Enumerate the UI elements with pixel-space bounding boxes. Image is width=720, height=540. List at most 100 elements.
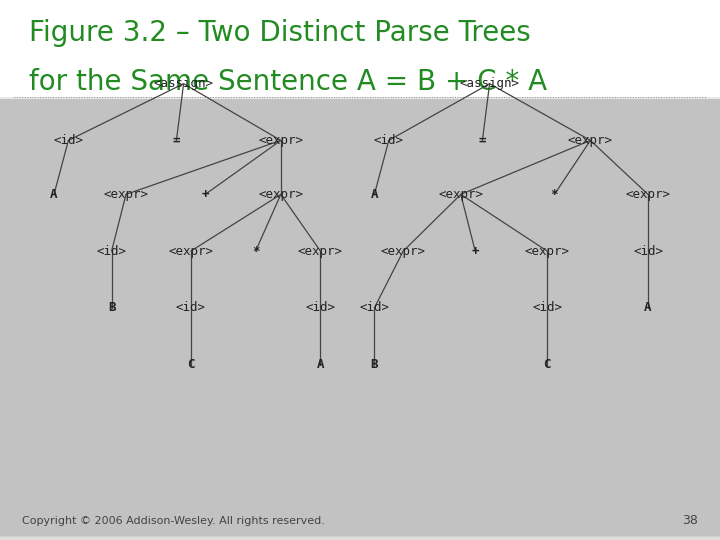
Bar (0, 361, 720, 537)
Bar (0, 343, 720, 537)
Text: Figure 3.2 – Two Distinct Parse Trees: Figure 3.2 – Two Distinct Parse Trees (29, 19, 531, 47)
Bar (0, 161, 720, 536)
Bar (0, 396, 720, 537)
Bar (0, 137, 720, 536)
Bar (0, 471, 720, 537)
Bar (0, 228, 720, 536)
Bar (0, 212, 720, 536)
Bar (0, 498, 720, 538)
Bar (0, 502, 720, 538)
Bar (0, 423, 720, 537)
Bar (0, 210, 720, 536)
Bar (0, 279, 720, 536)
Text: <expr>: <expr> (258, 188, 303, 201)
Bar (0, 369, 720, 537)
Bar (0, 465, 720, 537)
Bar (0, 141, 720, 536)
Text: A: A (50, 188, 58, 201)
Bar (0, 99, 720, 536)
Bar (0, 365, 720, 537)
Bar (0, 427, 720, 537)
Bar (0, 146, 720, 536)
Bar (0, 263, 720, 536)
Text: *: * (252, 245, 259, 258)
Bar (0, 522, 720, 538)
Bar (0, 520, 720, 538)
Bar (0, 206, 720, 536)
Bar (0, 294, 720, 537)
Bar (0, 372, 720, 537)
Bar (0, 354, 720, 537)
Bar (0, 150, 720, 536)
Bar (0, 119, 720, 536)
Bar (0, 252, 720, 536)
Bar (0, 197, 720, 536)
Bar (0, 226, 720, 536)
Bar (0, 188, 720, 536)
Bar (0, 411, 720, 537)
Bar (0, 232, 720, 536)
Text: <id>: <id> (305, 301, 336, 314)
Text: <expr>: <expr> (568, 134, 613, 147)
Bar (0, 441, 720, 537)
Text: <id>: <id> (633, 245, 663, 258)
Bar (0, 538, 720, 540)
Bar (0, 489, 720, 537)
Bar (0, 480, 720, 537)
Text: C: C (544, 358, 551, 371)
Bar (0, 500, 720, 538)
Bar (0, 166, 720, 536)
Bar (0, 445, 720, 537)
Bar (0, 221, 720, 536)
Bar (0, 102, 720, 536)
Bar (0, 111, 720, 536)
Bar (0, 376, 720, 537)
Bar (0, 514, 720, 538)
Text: <assign>: <assign> (459, 77, 520, 90)
Bar (0, 469, 720, 537)
Bar (0, 451, 720, 537)
Bar (0, 516, 720, 538)
Bar (0, 403, 720, 537)
Bar (0, 316, 720, 537)
Bar (0, 438, 720, 537)
Bar (0, 478, 720, 537)
Bar (0, 434, 720, 537)
Bar (0, 0, 720, 97)
Bar (0, 511, 720, 538)
Bar (0, 431, 720, 537)
Bar (0, 181, 720, 536)
Text: <expr>: <expr> (525, 245, 570, 258)
Bar (0, 201, 720, 536)
Text: <expr>: <expr> (626, 188, 670, 201)
Bar (0, 159, 720, 536)
Bar (0, 303, 720, 537)
Text: *: * (551, 188, 558, 201)
Text: <expr>: <expr> (104, 188, 148, 201)
Bar (0, 192, 720, 536)
Text: <id>: <id> (53, 134, 84, 147)
Bar (0, 321, 720, 537)
Bar (0, 476, 720, 537)
Bar (0, 509, 720, 538)
Bar (0, 164, 720, 536)
Bar (0, 199, 720, 536)
Bar (0, 241, 720, 536)
Bar (0, 296, 720, 537)
Bar (0, 352, 720, 537)
Bar (0, 128, 720, 536)
Bar (0, 204, 720, 536)
Bar (0, 536, 720, 538)
Bar (0, 414, 720, 537)
Bar (0, 244, 720, 536)
Bar (0, 261, 720, 536)
Bar (0, 407, 720, 537)
Bar (0, 250, 720, 536)
Bar (0, 104, 720, 536)
Bar (0, 270, 720, 536)
Bar (0, 144, 720, 536)
Bar (0, 268, 720, 536)
Bar (0, 155, 720, 536)
Text: <id>: <id> (374, 134, 404, 147)
Bar (0, 379, 720, 537)
